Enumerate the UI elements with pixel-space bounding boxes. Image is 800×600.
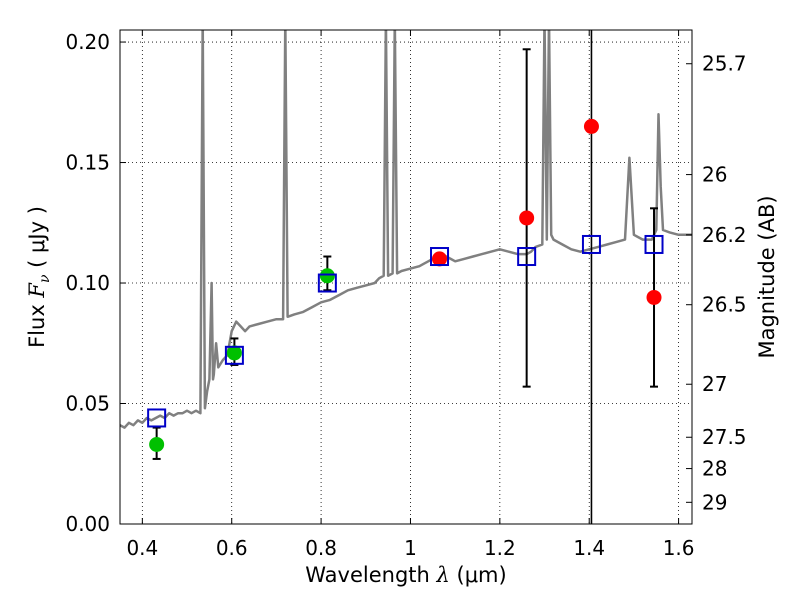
y2-axis-label: Magnitude (AB): [755, 195, 779, 358]
photometry_red-point: [519, 210, 535, 226]
model-photometry-square: [317, 273, 337, 293]
y2-tick-label: 29: [702, 490, 727, 514]
x-tick-label: 0.6: [216, 536, 248, 560]
x-tick-label: 1.6: [663, 536, 695, 560]
x-tick-label: 0.8: [305, 536, 337, 560]
plot-frame: [119, 29, 693, 525]
model-photometry-square: [430, 247, 450, 267]
y-tick-label: 0.10: [65, 271, 110, 295]
model-photometry-square: [517, 247, 537, 267]
x-axis-label: Wavelength λ (μm): [305, 563, 506, 587]
y-tick-label: 0.05: [65, 392, 110, 416]
y-tick-label: 0.15: [65, 151, 110, 175]
data-layer: [120, 30, 692, 524]
y-tick-label: 0.20: [65, 30, 110, 54]
axis-ticks: 0.4 0.6 0.8 1 1.2 1.4 1.6 0.00 0.05 0.10 0.15 0.20 2…: [65, 30, 747, 560]
y2-tick-label: 26.2: [702, 223, 747, 247]
y2-tick-label: 26.5: [702, 293, 747, 317]
x-tick-label: 1.4: [573, 536, 605, 560]
x-tick-label: 1.2: [484, 536, 516, 560]
photometry_green-point: [149, 436, 165, 452]
model-photometry-square: [224, 345, 244, 365]
y-tick-label: 0.00: [65, 512, 110, 536]
y2-tick-label: 28: [702, 457, 727, 481]
model-photometry-square: [581, 234, 601, 254]
y2-tick-label: 26: [702, 163, 727, 187]
photometry_green-point: [319, 268, 335, 284]
photometry_red-point: [583, 118, 599, 134]
grid-lines: [120, 30, 692, 525]
y2-tick-label: 25.7: [702, 52, 747, 76]
model-photometry-square: [147, 408, 167, 428]
y-axis-label: Flux Fν ( μJy ): [25, 206, 53, 348]
photometry_red-point: [432, 251, 448, 267]
photometry_green-point: [226, 345, 242, 361]
photometry_red-point: [646, 289, 662, 305]
y2-tick-label: 27.5: [702, 425, 747, 449]
spectrum-line: [120, 30, 692, 429]
x-tick-label: 0.4: [126, 536, 158, 560]
y2-tick-label: 27: [702, 372, 727, 396]
x-tick-label: 1: [404, 536, 417, 560]
model-photometry-square: [644, 234, 664, 254]
